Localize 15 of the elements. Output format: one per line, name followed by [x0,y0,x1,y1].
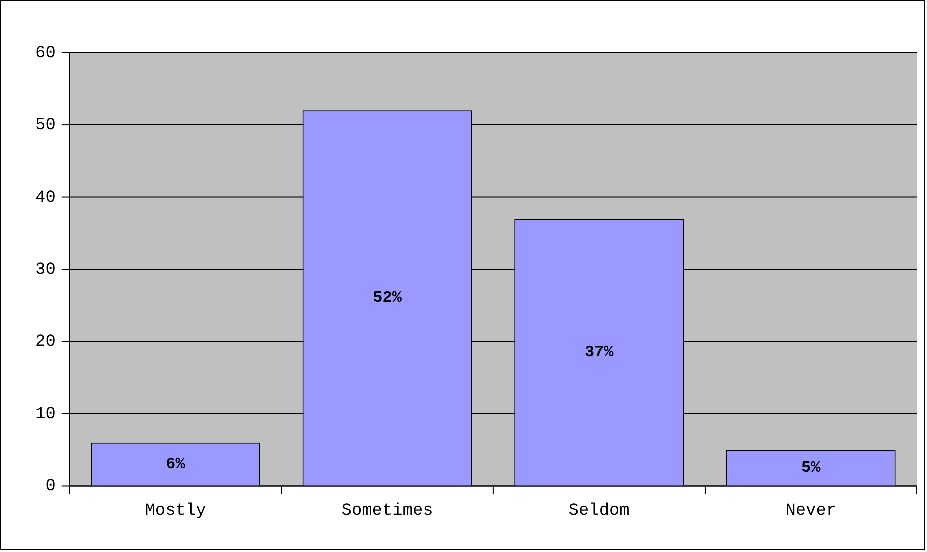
y-tick-label: 50 [36,116,56,136]
data-label: 37% [584,343,614,362]
data-label: 5% [802,458,822,477]
y-tick-label: 10 [36,405,56,424]
data-label: 6% [166,455,186,474]
y-tick-label: 20 [36,333,56,352]
data-label: 52% [373,289,402,308]
y-tick-label: 40 [36,188,56,208]
y-tick-label: 0 [46,478,56,497]
x-tick-label: Never [786,502,837,521]
x-tick-label: Mostly [145,502,206,521]
x-tick-label: Seldom [568,502,630,521]
y-tick-label: 60 [36,44,56,64]
x-tick-label: Sometimes [342,502,434,521]
y-tick-label: 30 [36,261,56,280]
